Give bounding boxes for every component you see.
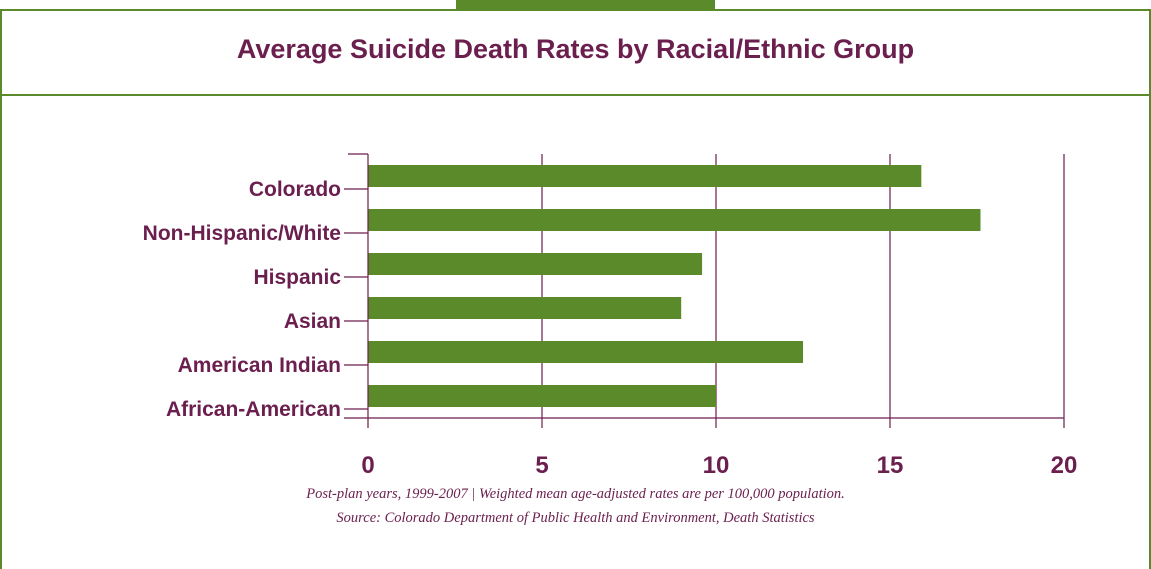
- category-label: Non-Hispanic/White: [143, 222, 341, 245]
- grid-layer: [541, 154, 1065, 418]
- bar: [368, 165, 922, 187]
- category-label: Colorado: [249, 178, 341, 201]
- title-divider: [0, 94, 1151, 96]
- x-tick-label: 5: [535, 452, 548, 479]
- chart-title: Average Suicide Death Rates by Racial/Et…: [236, 34, 915, 64]
- bar: [368, 297, 682, 319]
- x-tick-label: 15: [877, 452, 904, 479]
- category-label: Hispanic: [253, 266, 341, 289]
- chart-frame: [0, 9, 1151, 569]
- x-tick-label: 0: [361, 452, 374, 479]
- x-tick-label: 10: [703, 452, 730, 479]
- axis-layer: [344, 153, 1065, 428]
- bar: [368, 385, 716, 407]
- source-note: Source: Colorado Department of Public He…: [336, 510, 815, 526]
- category-label: Asian: [284, 310, 341, 333]
- bar: [368, 341, 803, 363]
- bar: [368, 209, 981, 231]
- x-tick-label: 20: [1051, 452, 1078, 479]
- bar: [368, 253, 703, 275]
- category-label: African-American: [166, 398, 341, 421]
- labels-layer: 0 5 10 15 20 Colorado Non-Hispanic/White Hispan…: [143, 178, 1078, 479]
- bars-layer: [368, 165, 981, 407]
- header-tab: [456, 0, 715, 9]
- category-label: American Indian: [178, 354, 341, 377]
- footnote: Post-plan years, 1999-2007 | Weighted me…: [306, 486, 845, 502]
